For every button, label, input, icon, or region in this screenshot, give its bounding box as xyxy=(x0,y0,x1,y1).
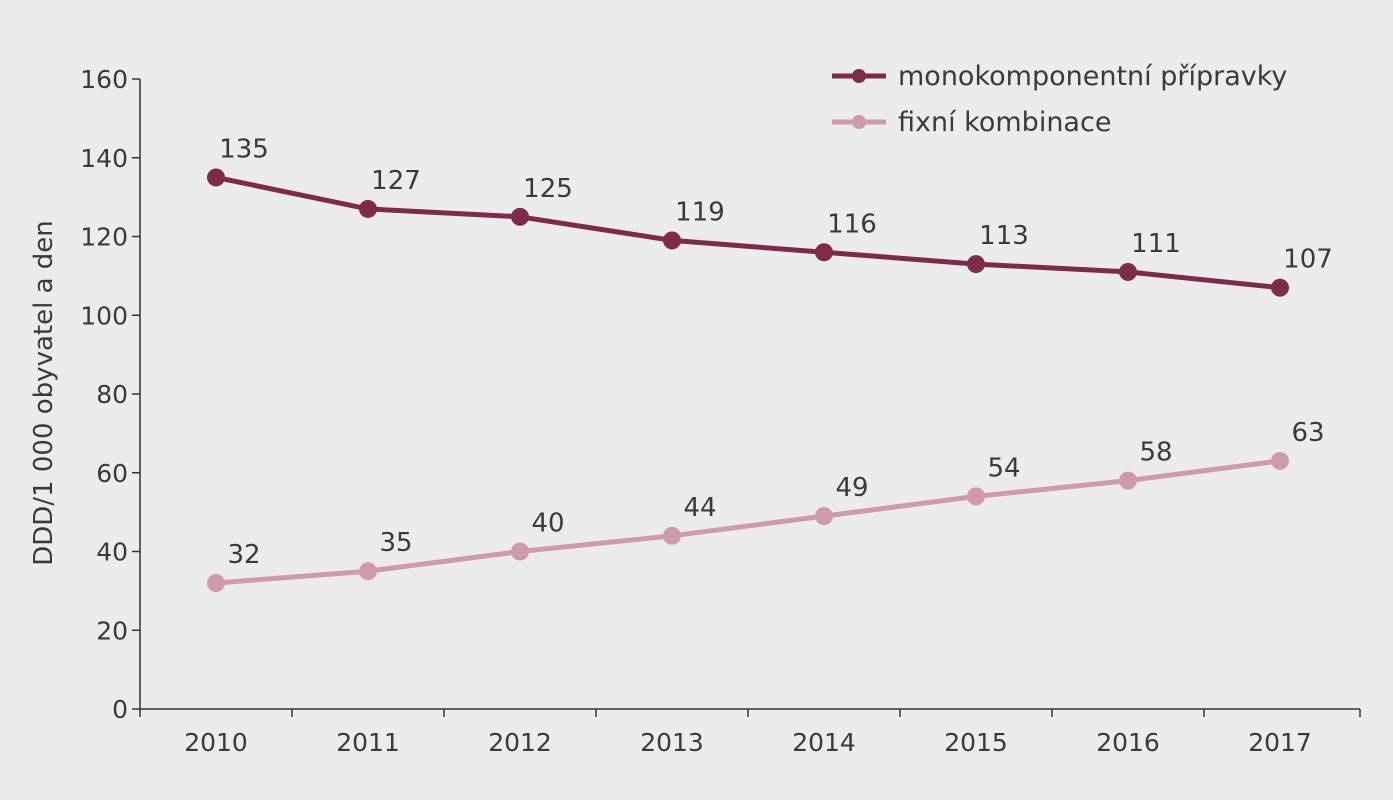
data-point xyxy=(815,243,833,262)
axes: 0 20 40 60 80 100 120 140 160 2010 2011 2012 2013 201… xyxy=(80,65,1361,757)
y-tick-label: 60 xyxy=(96,459,128,488)
data-point xyxy=(359,562,377,581)
legend-swatch-marker xyxy=(852,115,866,129)
data-label: 54 xyxy=(987,453,1020,483)
y-tick-label: 160 xyxy=(80,65,128,94)
x-tick-label: 2015 xyxy=(944,728,1008,757)
legend-item: monokomponentní přípravky xyxy=(832,61,1287,92)
data-label: 116 xyxy=(827,209,877,239)
data-point xyxy=(663,526,681,545)
y-tick-label: 80 xyxy=(96,380,128,409)
data-label: 44 xyxy=(683,493,716,523)
data-point xyxy=(967,255,985,274)
data-label: 113 xyxy=(979,221,1029,251)
y-tick-label: 100 xyxy=(80,301,128,330)
data-label: 111 xyxy=(1131,229,1181,259)
data-label: 127 xyxy=(371,166,421,196)
data-point xyxy=(511,207,529,226)
series-1: 135 127 125 119 116 113 111 107 xyxy=(207,134,1333,297)
legend-label: monokomponentní přípravky xyxy=(898,61,1287,92)
series-layer: 135 127 125 119 116 113 111 107 32 35 40 44 49 54 58 63 xyxy=(207,134,1333,592)
y-tick-label: 140 xyxy=(80,144,128,173)
data-point xyxy=(815,507,833,526)
data-point xyxy=(207,574,225,592)
data-point xyxy=(967,487,985,506)
x-tick-label: 2017 xyxy=(1248,728,1312,757)
data-point xyxy=(663,231,681,250)
series-line xyxy=(215,458,1281,586)
y-tick-label: 120 xyxy=(80,223,128,252)
y-tick-label: 40 xyxy=(96,538,128,567)
data-point xyxy=(1119,262,1137,281)
data-label: 119 xyxy=(675,197,725,227)
data-label: 135 xyxy=(219,134,269,164)
legend: monokomponentní přípravky fixní kombinace xyxy=(832,61,1287,138)
x-tick-label: 2011 xyxy=(336,728,400,757)
x-tick-label: 2016 xyxy=(1096,728,1160,757)
y-axis-label: DDD/1 000 obyvatel a den xyxy=(29,220,59,566)
data-label: 125 xyxy=(523,174,573,204)
data-point xyxy=(1271,278,1289,297)
x-tick-label: 2012 xyxy=(488,728,552,757)
data-label: 32 xyxy=(227,540,260,570)
x-tick-label: 2014 xyxy=(792,728,856,757)
data-point xyxy=(511,542,529,561)
y-tick-label: 20 xyxy=(96,616,128,645)
data-point xyxy=(207,168,225,187)
data-label: 58 xyxy=(1139,438,1172,468)
data-point xyxy=(359,199,377,218)
y-tick-label: 0 xyxy=(112,695,128,724)
data-label: 40 xyxy=(531,509,564,539)
legend-item: fixní kombinace xyxy=(832,107,1111,138)
data-point xyxy=(1119,471,1137,490)
data-point xyxy=(1271,451,1289,470)
data-label: 49 xyxy=(835,473,868,503)
series-line xyxy=(215,174,1281,291)
legend-swatch-marker xyxy=(852,69,866,83)
x-tick-label: 2010 xyxy=(184,728,248,757)
legend-label: fixní kombinace xyxy=(898,107,1111,138)
data-label: 107 xyxy=(1283,245,1333,275)
x-tick-label: 2013 xyxy=(640,728,704,757)
series-2: 32 35 40 44 49 54 58 63 xyxy=(207,418,1325,592)
data-label: 35 xyxy=(379,528,412,558)
data-label: 63 xyxy=(1291,418,1324,448)
